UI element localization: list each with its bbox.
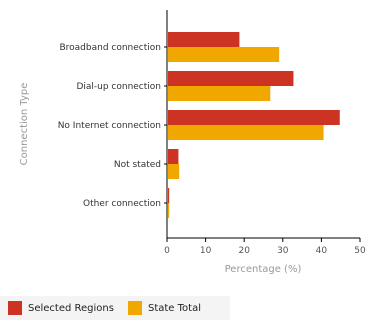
bar-dial-up-connection-selected-regions <box>168 71 294 86</box>
legend-swatch-state-total <box>127 301 142 315</box>
x-tick-label-40: 40 <box>316 246 328 256</box>
legend-swatch-selected-regions <box>8 301 22 315</box>
x-axis-title: Percentage (%) <box>225 264 302 275</box>
bars-group <box>168 32 340 218</box>
bar-dial-up-connection-state-total <box>168 86 271 101</box>
y-axis-title: Connection Type <box>19 83 30 166</box>
x-tick-label-0: 0 <box>164 246 170 256</box>
legend-label-state-total: State Total <box>147 302 201 314</box>
category-label-broadband-connection: Broadband connection <box>59 43 161 53</box>
x-tick-label-50: 50 <box>354 246 366 256</box>
bar-other-connection-selected-regions <box>168 188 170 203</box>
x-tick-label-10: 10 <box>200 246 212 256</box>
bar-broadband-connection-selected-regions <box>168 32 240 47</box>
category-labels: Broadband connection Dial-up connection No… <box>58 43 167 209</box>
legend-item-selected-regions: Selected Regions <box>8 301 114 315</box>
category-label-other-connection: Other connection <box>83 199 161 209</box>
bar-no-internet-connection-state-total <box>168 125 324 140</box>
chart: Broadband connection Dial-up connection No… <box>19 10 366 275</box>
bar-not-stated-state-total <box>168 164 180 179</box>
category-label-no-internet-connection: No Internet connection <box>58 121 161 131</box>
bar-not-stated-selected-regions <box>168 149 179 164</box>
legend: Selected Regions State Total <box>0 296 230 320</box>
category-label-not-stated: Not stated <box>114 160 161 170</box>
bar-broadband-connection-state-total <box>168 47 280 62</box>
x-axis-ticks: 0 10 20 30 40 50 <box>164 238 366 256</box>
x-tick-label-20: 20 <box>238 246 250 256</box>
category-label-dial-up-connection: Dial-up connection <box>76 82 161 92</box>
bar-no-internet-connection-selected-regions <box>168 110 340 125</box>
bar-other-connection-state-total <box>168 203 170 218</box>
legend-label-selected-regions: Selected Regions <box>28 302 114 314</box>
legend-item-state-total: State Total <box>127 301 201 315</box>
x-tick-label-30: 30 <box>277 246 289 256</box>
